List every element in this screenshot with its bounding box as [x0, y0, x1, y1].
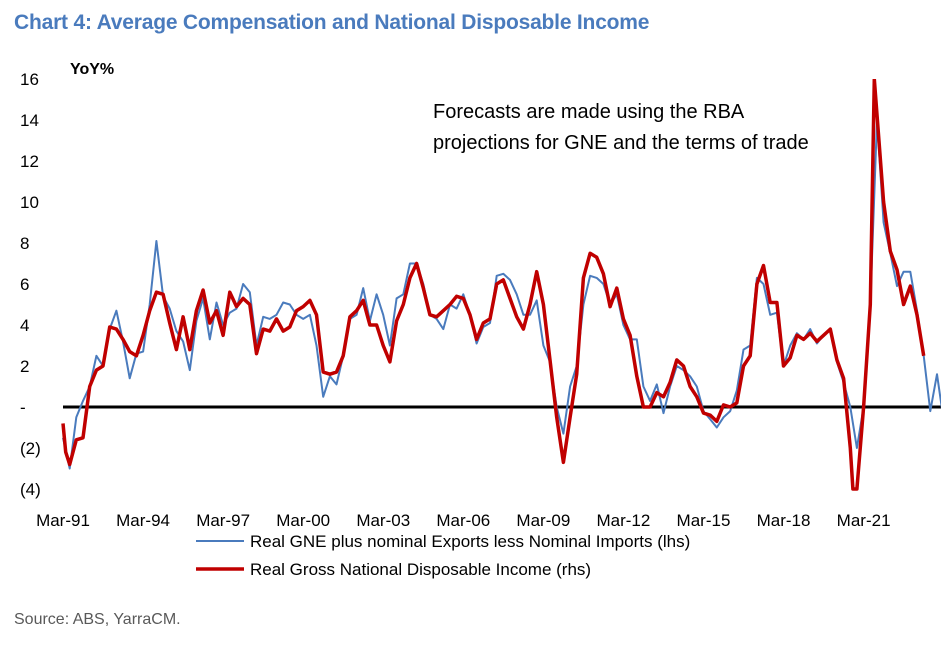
series-layer: [61, 79, 941, 491]
annotation-line-2: projections for GNE and the terms of tra…: [433, 132, 809, 154]
x-axis-ticks: Mar-91 Mar-94 Mar-97 Mar-00 Mar-03 Mar-06 Mar-…: [36, 511, 890, 530]
legend-label-gne: Real GNE plus nominal Exports less Nomin…: [250, 532, 690, 551]
y-tick-label: 16: [20, 70, 39, 89]
y-axis-label: YoY%: [70, 61, 114, 78]
series-line-rgndi: [61, 79, 926, 491]
chart-title: Chart 4: Average Compensation and Nation…: [14, 11, 650, 34]
source-note: Source: ABS, YarraCM.: [14, 611, 181, 628]
x-tick-label: Mar-15: [677, 511, 731, 530]
x-tick-label: Mar-03: [356, 511, 410, 530]
y-tick-label: 2: [20, 357, 29, 376]
y-axis-ticks: 16 14 12 10 8 6 4 2 - (2) (4): [20, 70, 41, 499]
annotation-line-1: Forecasts are made using the RBA: [433, 101, 745, 123]
y-tick-label: 10: [20, 193, 39, 212]
x-tick-label: Mar-97: [196, 511, 250, 530]
legend-label-rgndi: Real Gross National Disposable Income (r…: [250, 560, 591, 579]
y-tick-label: 4: [20, 316, 29, 335]
y-tick-label: (2): [20, 439, 41, 458]
x-tick-label: Mar-00: [276, 511, 330, 530]
y-tick-label: 12: [20, 152, 39, 171]
x-tick-label: Mar-09: [516, 511, 570, 530]
y-tick-label: (4): [20, 480, 41, 499]
y-tick-label: 6: [20, 275, 29, 294]
x-tick-label: Mar-91: [36, 511, 90, 530]
x-tick-label: Mar-12: [596, 511, 650, 530]
x-tick-label: Mar-21: [837, 511, 891, 530]
legend: Real GNE plus nominal Exports less Nomin…: [196, 532, 690, 579]
series-line-gne: [62, 119, 941, 470]
y-tick-label: 8: [20, 234, 29, 253]
y-tick-label: -: [20, 398, 26, 417]
x-tick-label: Mar-94: [116, 511, 170, 530]
x-tick-label: Mar-06: [436, 511, 490, 530]
x-tick-label: Mar-18: [757, 511, 811, 530]
y-tick-label: 14: [20, 111, 39, 130]
